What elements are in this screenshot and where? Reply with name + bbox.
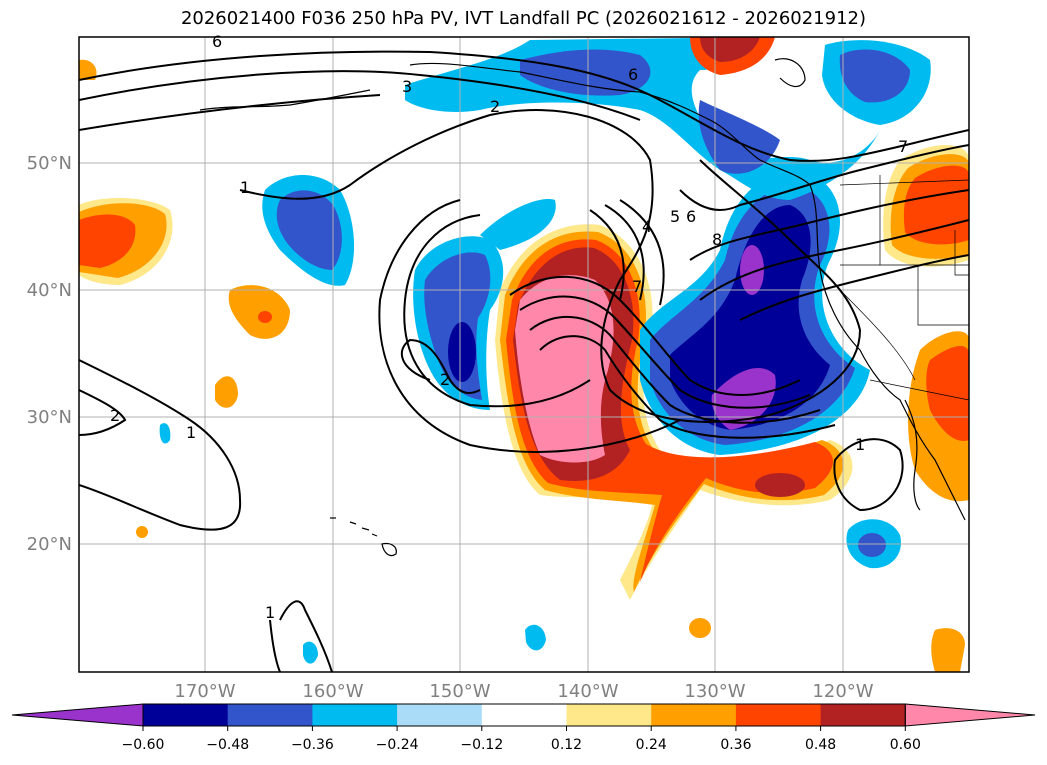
negative-anomaly-purple [711,367,776,430]
contour-label: 4 [642,217,652,236]
colorbar-frame [142,703,906,727]
lat-label: 20°N [27,534,72,555]
contour-label: 1 [240,178,250,197]
colorbar-tick-label: −0.36 [291,737,334,753]
lat-label: 50°N [27,153,72,174]
colorbar-segment [312,704,398,726]
colorbar-tick-label: 0.12 [551,737,582,753]
contour-label: 2 [110,406,120,425]
lon-label: 140°W [557,681,618,702]
contour-label: 5 [670,207,680,226]
contour-label: 6 [212,32,222,51]
colorbar-tick-label: 0.24 [636,737,667,753]
contour-label: 1 [186,423,196,442]
contour-labels: 6 6 3 2 1 5 6 4 7 8 7 2 2 1 1 1 [110,32,908,622]
grid-lines [79,37,969,672]
lon-label: 130°W [684,681,745,702]
colorbar-tick-label: 0.36 [720,737,751,753]
colorbar-tick-label: −0.48 [206,737,249,753]
colorbar-tick-label: −0.60 [122,737,165,753]
contour-label: 7 [898,137,908,156]
contour-label: 2 [440,370,450,389]
state-borders [839,175,969,401]
colorbar-tick-label: −0.12 [460,737,503,753]
lon-label: 160°W [302,681,363,702]
lat-label: 30°N [27,407,72,428]
colorbar-segment [397,704,483,726]
map-title: 2026021400 F036 250 hPa PV, IVT Landfall… [180,8,867,29]
colorbar-segment [481,704,567,726]
colorbar-segment [735,704,822,726]
contour-label: 2 [490,97,500,116]
latitude-labels: 50°N 40°N 30°N 20°N [27,153,72,555]
contour-label: 8 [712,230,722,249]
colorbar-tick-label: 0.48 [805,737,836,753]
contour-label: 6 [686,207,696,226]
hawaii-islands [330,517,397,557]
lon-label: 120°W [812,681,873,702]
positive-anomaly-pink [515,275,614,463]
contour-label: 6 [628,65,638,84]
colorbar-extend-min [11,703,144,727]
colorbar-segment [566,704,652,726]
lat-label: 40°N [27,280,72,301]
shading-layer [79,37,969,672]
colorbar-tick-label: 0.60 [890,737,921,753]
colorbar-extend-max [904,703,1036,727]
pv-contours [79,50,969,672]
lon-label: 170°W [174,681,235,702]
colorbar-segment [651,704,737,726]
contour-label: 7 [632,277,642,296]
colorbar-tick-label: −0.24 [376,737,419,753]
colorbar-segment [227,704,313,726]
contour-label: 1 [265,603,275,622]
colorbar: −0.60 −0.48 −0.36 −0.24 −0.12 0.12 0.24 0.36 0.4… [11,703,1036,753]
colorbar-segment [143,704,229,726]
contour-label: 3 [402,77,412,96]
contour-label: 1 [855,435,865,454]
colorbar-segment [820,704,906,726]
map-frame [78,36,970,673]
longitude-labels: 170°W 160°W 150°W 140°W 130°W 120°W [174,681,873,702]
lon-label: 150°W [429,681,490,702]
